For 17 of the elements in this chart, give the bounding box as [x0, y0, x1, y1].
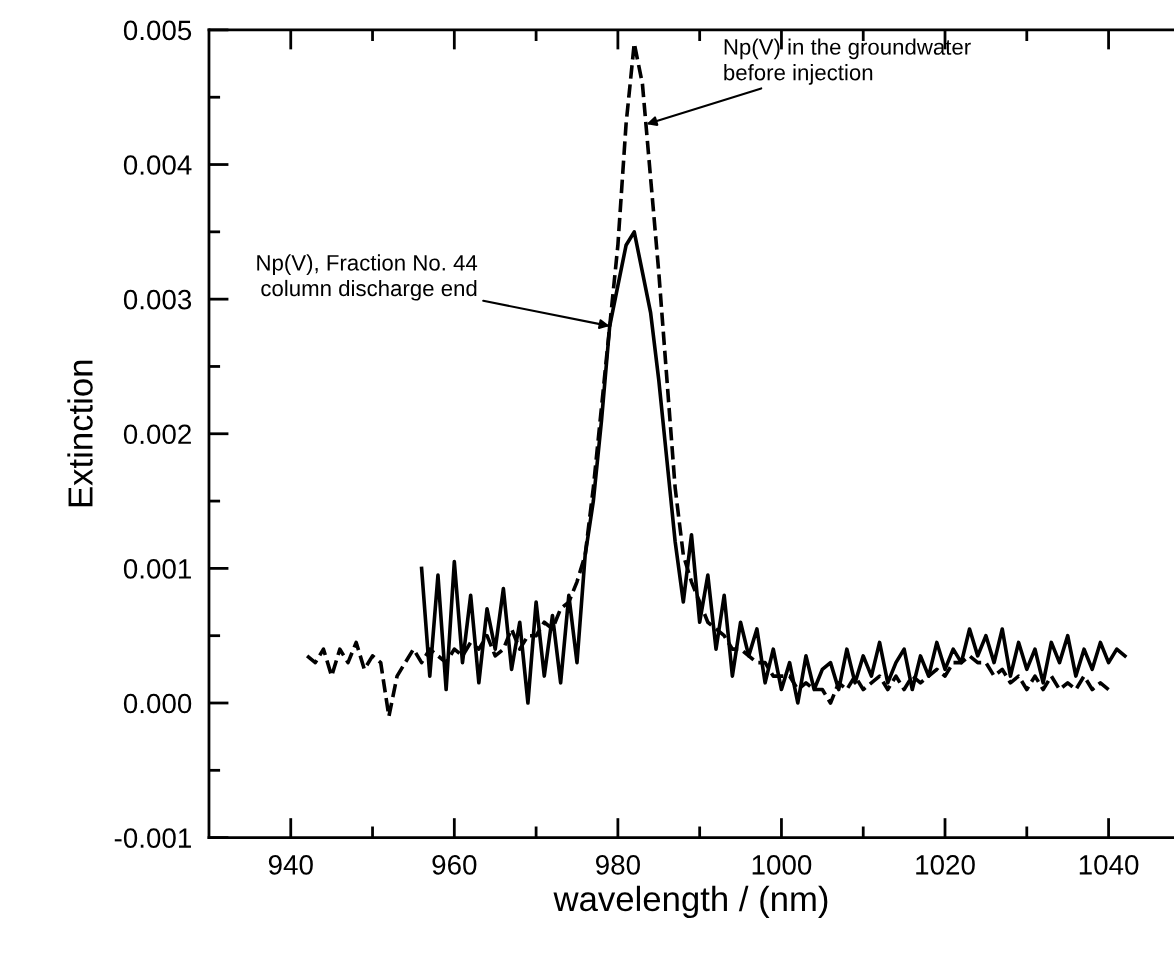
- annotation: Np(V) in the groundwater before injection: [724, 38, 971, 85]
- x-tick-label: 940: [268, 855, 313, 875]
- annotation: Np(V), Fraction No. 44 column discharge end: [257, 254, 478, 301]
- x-tick-label: 1000: [752, 855, 812, 875]
- x-tick-label: 1020: [916, 855, 975, 875]
- y-tick-label: 0.001: [123, 559, 191, 579]
- y-tick-label: 0.005: [123, 20, 192, 41]
- y-tick-label: 0.000: [123, 693, 192, 714]
- y-tick-label: -0.001: [114, 828, 191, 848]
- x-tick-label: 1040: [1079, 855, 1139, 875]
- y-tick-label: 0.004: [123, 155, 192, 175]
- y-tick-label: 0.002: [123, 424, 191, 445]
- x-tick-label: 980: [596, 855, 640, 875]
- x-tick-label: 960: [432, 855, 477, 875]
- x-axis-title: wavelength / (nm): [553, 885, 828, 919]
- y-tick-label: 0.003: [123, 289, 192, 310]
- y-axis-title: Extinction: [67, 360, 93, 507]
